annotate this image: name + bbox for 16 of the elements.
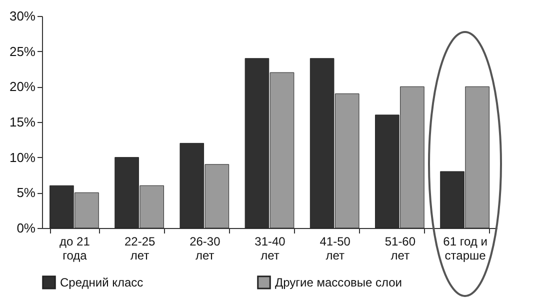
y-tick-label: 15% <box>9 114 36 130</box>
y-tick-label: 30% <box>9 8 36 24</box>
x-tick-label: 61 год и старше <box>443 234 488 262</box>
y-tick-label: 10% <box>9 150 36 165</box>
y-tick-label: 25% <box>9 44 36 59</box>
x-tick-label: 26-30 лет <box>190 234 221 262</box>
legend-label: Другие массовые слои <box>275 275 402 290</box>
legend-label: Средний класс <box>60 275 144 290</box>
x-tick-label: 41-50 лет <box>320 234 351 262</box>
x-tick-label: 22-25 лет <box>124 234 156 262</box>
x-tick-label: до 21 года <box>60 234 90 262</box>
x-tick-label: 51-60 лет <box>384 234 416 262</box>
y-tick-label: 20% <box>9 79 36 94</box>
y-tick-label: 0% <box>16 220 36 236</box>
x-tick-label: 31-40 лет <box>254 234 286 262</box>
y-tick-label: 5% <box>16 185 36 200</box>
